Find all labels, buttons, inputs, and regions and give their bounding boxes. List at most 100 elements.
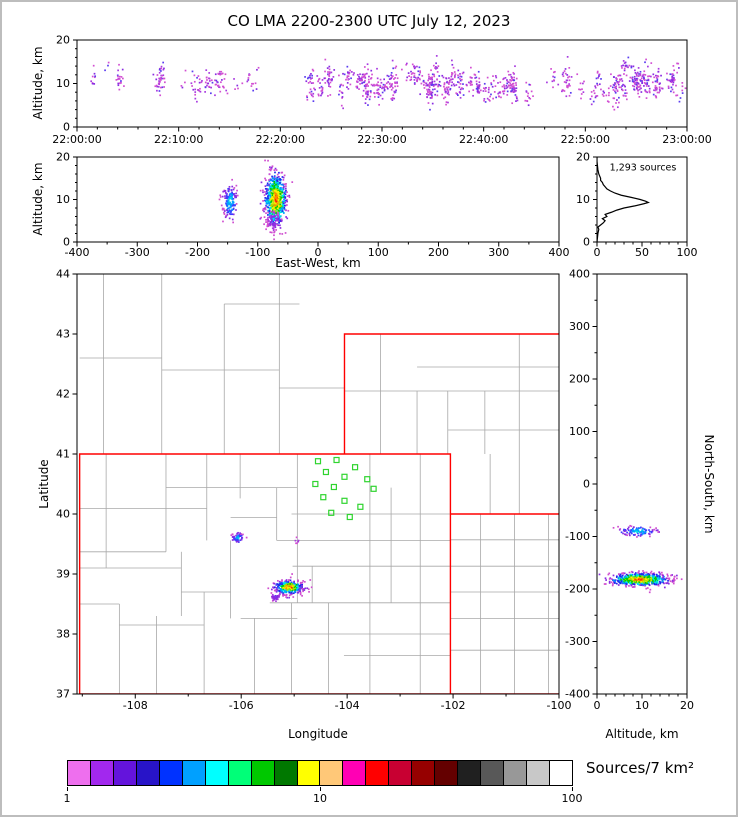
colorbar-cell xyxy=(182,761,206,785)
svg-text:39: 39 xyxy=(56,568,70,581)
lma-station-marker xyxy=(314,458,322,465)
colorbar-cell xyxy=(228,761,252,785)
lma-station-marker xyxy=(357,503,364,510)
svg-text:-106: -106 xyxy=(229,699,254,712)
svg-text:10: 10 xyxy=(56,77,70,90)
svg-text:100: 100 xyxy=(368,246,389,259)
lma-station-marker xyxy=(320,494,327,501)
colorbar-cell xyxy=(320,761,344,785)
svg-text:20: 20 xyxy=(680,699,694,712)
state-border xyxy=(78,453,452,694)
time-height-panel-points xyxy=(90,55,687,111)
colorbar-cell xyxy=(389,761,413,785)
colorbar-cell xyxy=(251,761,275,785)
svg-text:-200: -200 xyxy=(565,583,590,596)
svg-text:0: 0 xyxy=(594,699,601,712)
svg-text:-102: -102 xyxy=(441,699,466,712)
ns-panel-xlabel: Altitude, km xyxy=(605,727,679,741)
svg-text:-100: -100 xyxy=(245,246,270,259)
colorbar-tick-label-10: 10 xyxy=(313,792,327,805)
svg-text:0: 0 xyxy=(63,121,70,134)
svg-text:-400: -400 xyxy=(565,688,590,701)
svg-text:-400: -400 xyxy=(65,246,90,259)
north-south-panel xyxy=(596,273,688,695)
svg-text:43: 43 xyxy=(56,328,70,341)
svg-text:10: 10 xyxy=(635,699,649,712)
svg-text:40: 40 xyxy=(56,508,70,521)
svg-text:20: 20 xyxy=(576,151,590,164)
svg-text:0: 0 xyxy=(583,478,590,491)
svg-text:22:30:00: 22:30:00 xyxy=(357,133,406,146)
svg-text:-108: -108 xyxy=(123,699,148,712)
svg-text:-100: -100 xyxy=(565,530,590,543)
svg-text:22:10:00: 22:10:00 xyxy=(154,133,203,146)
map-panel xyxy=(76,273,560,695)
svg-text:23:00:00: 23:00:00 xyxy=(662,133,711,146)
map-xlabel: Longitude xyxy=(288,727,348,741)
colorbar-cell xyxy=(90,761,114,785)
lma-station-marker xyxy=(351,464,359,471)
lma-station-marker xyxy=(346,513,353,521)
state-border xyxy=(343,333,559,454)
svg-text:-104: -104 xyxy=(335,699,360,712)
svg-text:41: 41 xyxy=(56,448,70,461)
colorbar-cell xyxy=(527,761,551,785)
ew-panel-xlabel: East-West, km xyxy=(275,256,361,270)
colorbar xyxy=(67,760,573,786)
lma-station-marker xyxy=(370,485,377,492)
svg-text:38: 38 xyxy=(56,628,70,641)
svg-text:0: 0 xyxy=(63,236,70,249)
colorbar-label: Sources/7 km² xyxy=(586,759,695,777)
colorbar-cell xyxy=(274,761,298,785)
figure-title: CO LMA 2200-2300 UTC July 12, 2023 xyxy=(227,12,511,30)
colorbar-cell xyxy=(205,761,229,785)
lma-station-marker xyxy=(322,468,330,476)
lma-station-marker xyxy=(364,476,371,483)
lma-station-marker xyxy=(328,509,335,516)
svg-text:-300: -300 xyxy=(125,246,150,259)
colorbar-cell xyxy=(343,761,367,785)
north-south-panel-points xyxy=(598,524,683,594)
colorbar-tick-10 xyxy=(320,787,321,791)
svg-text:37: 37 xyxy=(56,688,70,701)
svg-text:400: 400 xyxy=(549,246,570,259)
lma-station-marker xyxy=(330,483,337,491)
colorbar-tick-label-1: 1 xyxy=(63,792,71,805)
colorbar-cell xyxy=(435,761,459,785)
map-panel-content xyxy=(78,274,559,694)
svg-text:10: 10 xyxy=(576,193,590,206)
svg-text:22:20:00: 22:20:00 xyxy=(256,133,305,146)
svg-text:50: 50 xyxy=(635,246,649,259)
ns-panel-ylabel: North-South, km xyxy=(702,434,716,534)
svg-text:300: 300 xyxy=(488,246,509,259)
histogram-panel-curve xyxy=(597,157,651,242)
colorbar-tick-label-100: 100 xyxy=(561,792,583,805)
svg-text:-300: -300 xyxy=(565,635,590,648)
lma-station-marker xyxy=(333,456,340,464)
svg-text:42: 42 xyxy=(56,388,70,401)
svg-text:-100: -100 xyxy=(547,699,572,712)
svg-text:10: 10 xyxy=(56,193,70,206)
lma-station-marker xyxy=(312,480,319,488)
colorbar-cell xyxy=(550,761,572,785)
colorbar-cell xyxy=(297,761,321,785)
colorbar-cell xyxy=(159,761,183,785)
lma-station-marker xyxy=(341,497,348,504)
svg-text:200: 200 xyxy=(428,246,449,259)
colorbar-cell xyxy=(68,761,91,785)
svg-text:44: 44 xyxy=(56,268,70,281)
lma-station-marker xyxy=(341,473,348,480)
colorbar-tick-1 xyxy=(67,787,68,791)
colorbar-cell xyxy=(113,761,137,785)
east-west-panel xyxy=(76,156,560,243)
svg-text:0: 0 xyxy=(315,246,322,259)
svg-text:22:50:00: 22:50:00 xyxy=(561,133,610,146)
colorbar-cell xyxy=(504,761,528,785)
sources-count-annotation: 1,293 sources xyxy=(609,162,677,174)
east-west-panel-points xyxy=(218,159,294,241)
colorbar-cell xyxy=(366,761,390,785)
map-ylabel: Latitude xyxy=(37,459,51,509)
colorbar-cell xyxy=(412,761,436,785)
